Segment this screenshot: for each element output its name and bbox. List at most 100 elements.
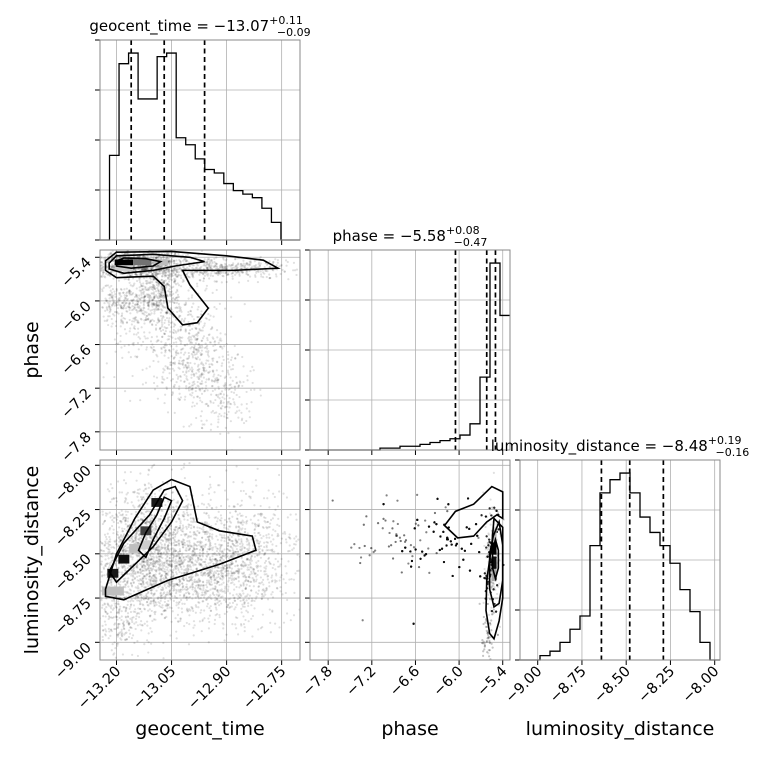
sample-point [200,380,204,383]
sample-point [213,341,216,344]
sample-point [301,267,303,269]
sample-point [176,330,180,333]
sample-point [145,273,148,276]
sample-point [204,387,207,390]
sample-point [138,593,141,596]
sample-point [148,571,151,574]
sample-point [189,513,192,516]
sample-point [108,297,111,300]
sample-point [200,410,203,413]
sample-point [212,375,215,378]
sample-point [142,267,145,270]
sample-point [152,297,156,300]
sample-point [111,265,114,268]
sample-point [133,572,136,575]
sample-point [153,312,156,315]
sample-point [134,526,137,529]
sample-point [207,487,211,490]
sample-point [254,263,258,267]
sample-point [107,548,110,551]
sample-point [112,277,115,280]
sample-point [152,599,155,602]
sample-point [139,273,142,276]
sample-point [154,495,157,498]
sample-point [241,271,244,274]
sample-point [151,555,155,558]
sample-point [185,273,188,276]
sample-point [171,537,175,540]
sample-point [145,311,148,314]
sample-point [149,294,152,298]
sample-point [74,343,76,345]
sample-point [85,287,87,289]
sample-point [163,369,166,372]
sample-point [223,412,226,415]
sample-point [184,344,187,347]
sample-point [167,276,170,279]
sample-point [154,248,156,250]
sample-point [185,375,188,378]
sample-point [160,577,163,580]
sample-point [108,259,111,262]
sample-point [147,304,150,307]
sample-point [153,611,156,614]
sample-point [197,331,200,334]
sample-point [139,284,143,287]
sample-point [130,541,134,544]
sample-point [172,556,175,559]
sample-point [143,300,146,303]
sample-point [148,321,152,324]
sample-point [162,281,165,284]
sample-point [181,336,184,339]
sample-point [161,274,164,278]
sample-point [127,278,130,281]
sample-point [192,384,195,387]
sample-point [144,550,147,554]
sample-point [142,296,146,300]
sample-point [104,562,107,566]
sample-point [134,268,137,271]
sample-point [190,346,194,349]
sample-point [140,594,143,597]
sample-point [133,641,136,645]
sample-point [93,253,95,255]
sample-point [148,286,151,289]
sample-point [170,565,174,568]
sample-point [167,534,171,538]
sample-point [128,607,131,610]
sample-point [244,263,247,266]
sample-point [189,531,192,534]
sample-point [266,270,269,273]
sample-point [166,270,170,273]
sample-point [96,266,98,268]
sample-point [241,384,244,388]
sample-point [170,513,173,516]
sample-point [215,411,218,414]
sample-point [198,273,201,276]
sample-point [142,513,145,516]
sample-point [169,524,172,527]
sample-point [155,556,159,559]
sample-point [144,510,147,514]
sample-point [206,344,209,347]
sample-point [159,272,162,275]
sample-point [136,304,139,307]
sample-point [197,385,200,388]
sample-point [159,314,163,318]
sample-point [174,337,177,340]
sample-point [237,385,240,388]
sample-point [134,537,138,540]
sample-point [135,309,139,312]
sample-point [157,304,160,307]
sample-point [152,598,156,601]
sample-point [93,613,95,615]
sample-point [217,271,220,274]
sample-point [217,421,220,424]
sample-point [140,273,143,276]
sample-point [163,299,166,303]
sample-point [113,600,116,603]
sample-point [202,364,205,367]
sample-point [170,294,173,297]
sample-point [145,601,149,604]
sample-point [127,600,130,603]
